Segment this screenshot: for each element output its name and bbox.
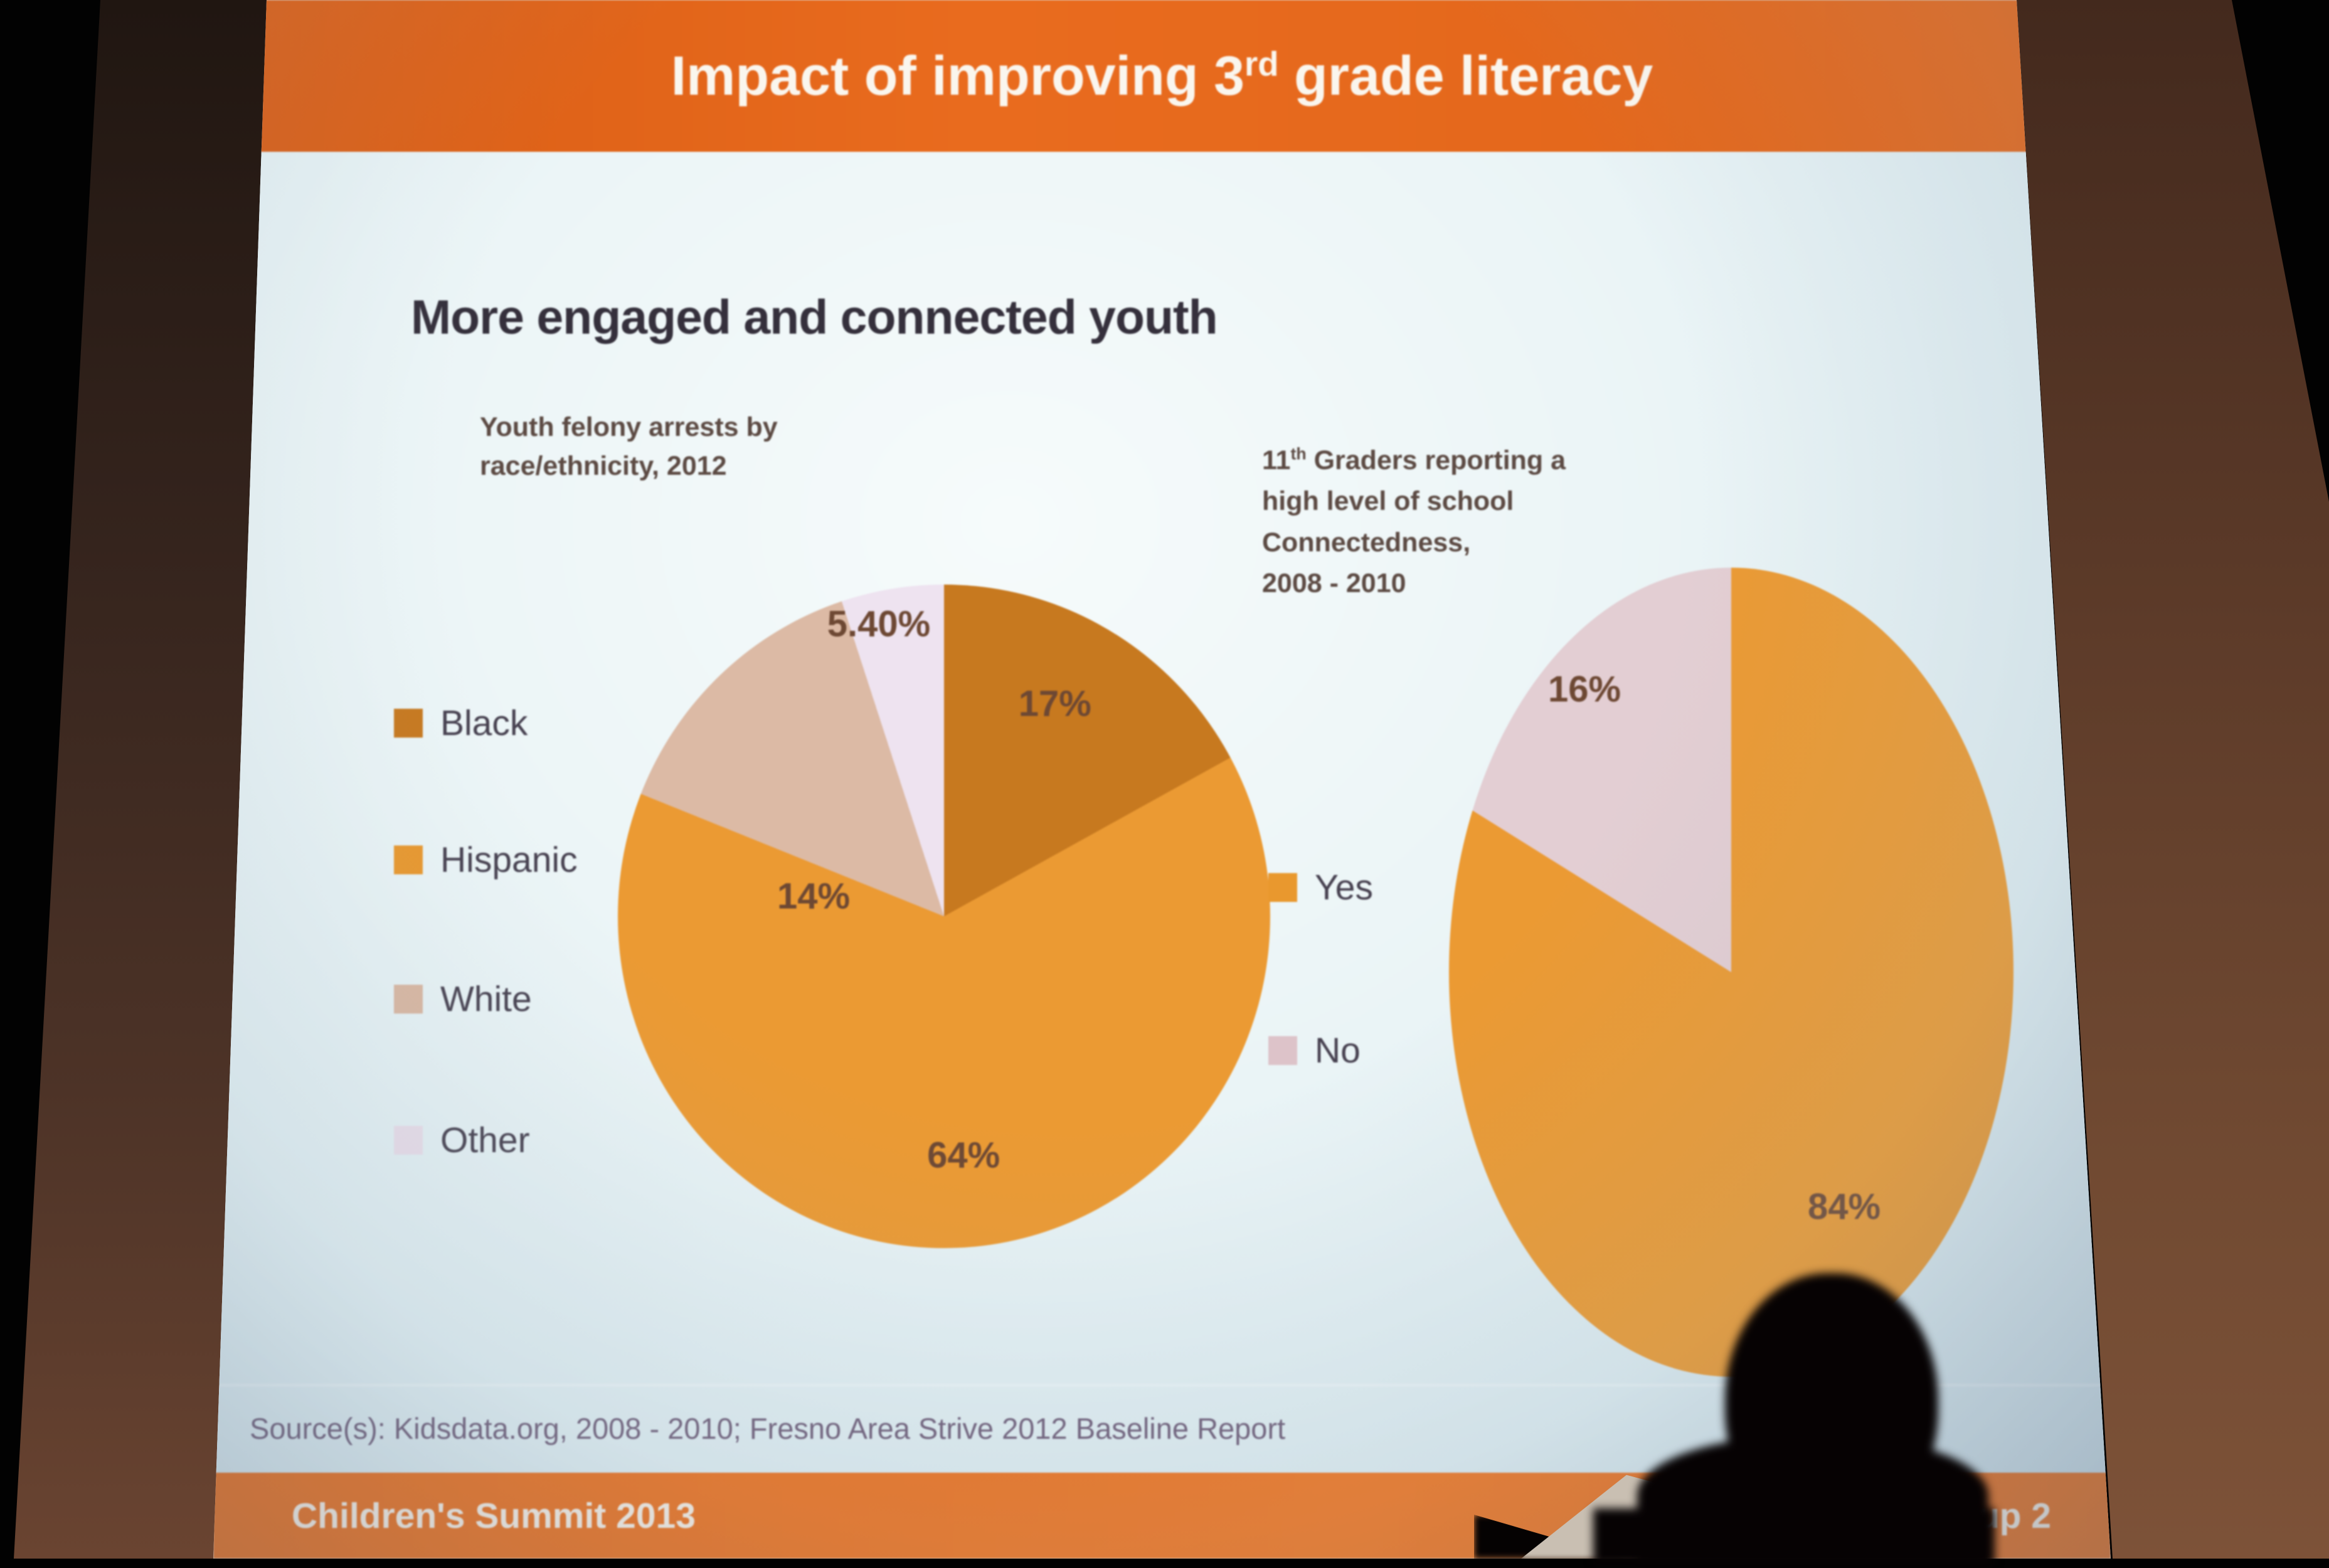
right-chart-caption-line1: 11th Graders reporting a — [1262, 444, 1566, 475]
legend-label-other: Other — [440, 1120, 530, 1160]
legend-swatch-yes — [1268, 873, 1297, 902]
slide-title: Impact of improving 3rd grade literacy — [671, 45, 1653, 107]
right-chart-caption: 11th Graders reporting a high level of s… — [1262, 440, 1566, 604]
legend-swatch-black — [394, 709, 423, 738]
left-chart-caption-line1: Youth felony arrests by — [480, 412, 778, 442]
footer-event-title: Children's Summit 2013 — [292, 1495, 696, 1536]
pie-chart-school-connectedness: 84% 16% — [1449, 568, 2013, 1377]
presenter-shoulders — [1593, 1508, 1995, 1565]
legend-item-yes: Yes — [1268, 867, 1373, 908]
slide-title-bar: Impact of improving 3rd grade literacy — [213, 0, 2111, 152]
legend-swatch-other — [394, 1126, 423, 1155]
legend-swatch-no — [1268, 1036, 1297, 1065]
legend-item-other: Other — [394, 1120, 530, 1161]
legend-label-hispanic: Hispanic — [440, 840, 578, 880]
legend-swatch-white — [394, 985, 423, 1014]
left-chart-caption-line2: race/ethnicity, 2012 — [480, 451, 727, 482]
title-superscript: rd — [1244, 45, 1279, 83]
left-chart-caption: Youth felony arrests by race/ethnicity, … — [480, 408, 778, 486]
caption-superscript: th — [1290, 444, 1307, 464]
legend-swatch-hispanic — [394, 845, 423, 874]
legend-label-no: No — [1315, 1030, 1361, 1071]
pie1-label-white: 14% — [777, 876, 851, 917]
slide-heading: More engaged and connected youth — [411, 290, 1218, 344]
slide: Impact of improving 3rd grade literacy M… — [213, 0, 2111, 1559]
pie-chart-felony-arrests: 17% 64% 14% 5.40% — [618, 585, 1270, 1248]
legend-item-black: Black — [394, 702, 528, 744]
legend-item-no: No — [1268, 1030, 1361, 1071]
pie1-label-other: 5.40% — [827, 603, 931, 645]
source-citation: Source(s): Kidsdata.org, 2008 - 2010; Fr… — [250, 1412, 1286, 1445]
screen-seam-line — [213, 1384, 2111, 1387]
legend-item-white: White — [394, 978, 532, 1020]
legend-label-yes: Yes — [1315, 867, 1373, 908]
pie2-label-no: 16% — [1547, 669, 1621, 709]
presenter-silhouette — [1556, 1273, 1995, 1568]
legend-label-white: White — [440, 979, 532, 1019]
legend-item-hispanic: Hispanic — [394, 839, 578, 881]
pie1-label-hispanic: 64% — [927, 1135, 1000, 1176]
pie1-label-black: 17% — [1018, 683, 1091, 724]
right-chart-caption-line3: Connectedness, — [1262, 527, 1471, 558]
right-chart-caption-line2: high level of school — [1262, 486, 1514, 517]
right-chart-caption-line4: 2008 - 2010 — [1262, 568, 1406, 599]
legend-label-black: Black — [440, 703, 528, 743]
pie2-label-yes: 84% — [1807, 1186, 1881, 1227]
